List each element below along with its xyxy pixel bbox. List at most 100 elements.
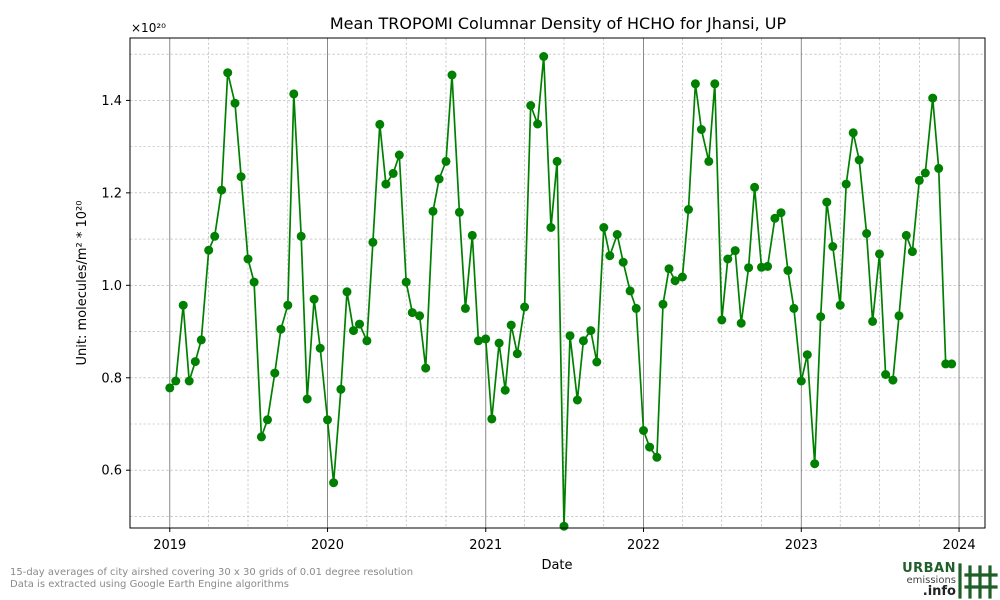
data-point	[506, 320, 516, 330]
data-point	[309, 294, 319, 304]
data-point	[467, 230, 477, 240]
data-point	[236, 172, 246, 182]
data-point	[586, 326, 596, 336]
data-point	[302, 394, 312, 404]
series-line	[169, 55, 952, 528]
data-point	[947, 359, 957, 369]
data-point	[652, 452, 662, 462]
data-point	[750, 182, 760, 192]
data-point	[789, 303, 799, 313]
data-point	[901, 230, 911, 240]
data-point	[329, 478, 339, 488]
data-point	[730, 246, 740, 256]
data-point	[868, 316, 878, 326]
data-point	[196, 335, 206, 345]
data-point	[178, 300, 188, 310]
data-point	[223, 68, 233, 78]
data-point	[533, 119, 543, 129]
data-point	[355, 319, 364, 329]
data-point	[677, 272, 687, 282]
data-point	[394, 150, 404, 160]
urbanemissions-logo: URBAN emissions .info	[898, 562, 1000, 600]
y-axis-label: Unit: molecules/m² * 10²⁰	[75, 201, 90, 366]
x-tick-label: 2023	[785, 538, 818, 553]
y-tick-label: 0.8	[101, 371, 122, 386]
data-point	[276, 324, 286, 334]
data-point	[381, 179, 391, 189]
y-tick-label: 1.0	[101, 279, 122, 294]
data-point	[934, 163, 944, 173]
data-point	[270, 368, 280, 378]
data-point	[776, 208, 786, 218]
series-hcho	[165, 52, 957, 531]
data-point	[664, 264, 674, 274]
y-tick-label: 1.2	[101, 186, 122, 201]
data-point	[723, 254, 733, 264]
data-point	[828, 242, 838, 251]
data-point	[618, 257, 628, 267]
data-point	[184, 376, 194, 386]
data-point	[217, 185, 227, 195]
data-point	[888, 375, 898, 385]
y-axis-ticks: 0.6 0.8 1.0 1.2 1.4	[101, 94, 130, 479]
logo-text-emissions: emissions	[906, 575, 956, 586]
data-point	[539, 52, 549, 61]
logo-text-info: .info	[922, 584, 956, 599]
data-point	[447, 70, 457, 80]
data-point	[552, 156, 562, 166]
x-tick-label: 2019	[153, 538, 186, 553]
data-point	[230, 98, 240, 108]
data-point	[670, 276, 680, 286]
x-tick-label: 2020	[311, 538, 344, 553]
data-point	[684, 205, 693, 214]
data-point	[481, 334, 491, 344]
data-point	[434, 174, 444, 184]
data-point	[578, 336, 588, 346]
data-point	[605, 251, 615, 261]
data-point	[796, 376, 806, 386]
data-point	[658, 299, 668, 309]
x-tick-label: 2024	[943, 538, 976, 553]
data-point	[500, 385, 510, 395]
data-point	[802, 350, 812, 360]
x-tick-label: 2022	[627, 538, 660, 553]
data-point	[210, 231, 220, 241]
footnote-line-1: 15-day averages of city airshed covering…	[10, 567, 414, 578]
data-point	[848, 128, 858, 138]
data-point	[822, 197, 832, 207]
data-point	[645, 442, 655, 452]
data-point	[881, 370, 891, 379]
data-point	[816, 312, 826, 322]
y-tick-label: 1.4	[101, 94, 122, 109]
data-point	[263, 415, 272, 425]
y-offset-text: ×10²⁰	[131, 21, 166, 35]
data-point	[407, 308, 417, 318]
x-axis-ticks: 2019 2020 2021 2022 2023 2024	[153, 528, 976, 553]
data-point	[928, 93, 938, 103]
data-point	[854, 155, 864, 165]
data-point	[744, 263, 754, 273]
data-point	[770, 213, 780, 223]
y-tick-label: 0.6	[101, 464, 122, 479]
data-point	[460, 303, 470, 313]
data-point	[342, 287, 352, 297]
data-point	[421, 363, 431, 373]
data-point	[599, 223, 609, 232]
data-point	[907, 247, 917, 257]
plot-frame	[129, 37, 986, 529]
footnote-line-2: Data is extracted using Google Earth Eng…	[10, 579, 289, 590]
data-point	[454, 207, 464, 217]
data-point	[763, 261, 773, 271]
x-tick-label: 2021	[469, 538, 502, 553]
data-point	[875, 249, 884, 259]
data-point	[362, 336, 372, 346]
data-point	[441, 156, 451, 166]
data-point	[296, 231, 306, 241]
data-point	[336, 384, 346, 394]
data-point	[487, 414, 497, 424]
data-point	[165, 383, 175, 393]
data-point	[171, 376, 181, 386]
data-point	[388, 168, 398, 178]
data-point	[717, 315, 727, 325]
data-point	[920, 168, 930, 178]
